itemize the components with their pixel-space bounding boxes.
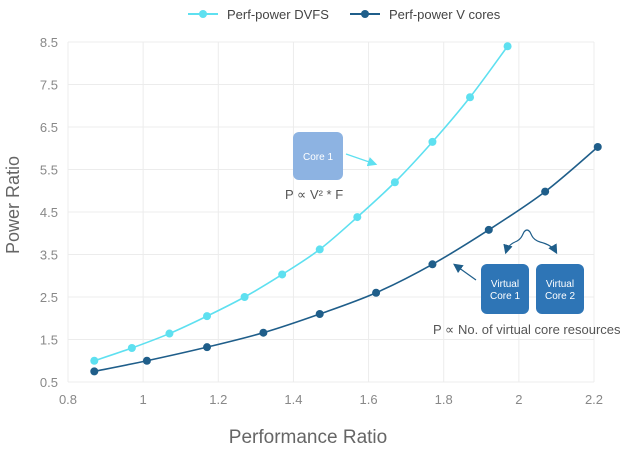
data-point-dvfs [278,270,287,279]
virtual-cores-brace [514,229,541,243]
data-point-vcores [428,260,437,269]
core-1-label: Core 1 [303,152,333,163]
core-arrow [345,153,378,167]
y-tick-label: 5.5 [40,163,58,178]
brace-arrow-right [539,241,558,255]
series-line-vcores [94,146,599,373]
legend-marker-dvfs [199,10,207,18]
data-point-dvfs [353,213,362,222]
data-point-dvfs [127,344,136,352]
x-axis-ticks: 0.8 1 1.2 1.4 1.6 1.8 2 2.2 [59,392,603,407]
data-point-vcores [203,343,212,352]
data-point-dvfs [90,356,99,365]
series-layer [90,42,602,376]
y-tick-label: 8.5 [40,35,58,50]
x-tick-label: 2 [515,392,522,407]
data-point-dvfs [390,178,399,187]
legend-label-vcores: Perf-power V cores [389,7,501,22]
data-point-vcores [259,328,268,337]
data-point-dvfs [203,312,212,321]
brace-arrow-left [503,241,516,255]
virtual-core-2-line2: Core 2 [545,291,575,302]
data-point-vcores [372,288,381,297]
data-point-dvfs [315,245,324,254]
x-tick-label: 1 [140,392,147,407]
core-annotation: Core 1 P ∝ V² * F [285,132,378,202]
data-point-vcores [541,187,550,196]
x-tick-label: 1.8 [435,392,453,407]
y-axis-title: Power Ratio [3,156,23,254]
x-axis-title: Performance Ratio [229,427,387,448]
formula-dvfs: P ∝ V² * F [285,187,343,202]
legend-label-dvfs: Perf-power DVFS [227,7,329,22]
virtual-cores-arrow [453,263,477,281]
y-tick-label: 1.5 [40,333,58,348]
data-point-dvfs [165,329,174,338]
x-tick-label: 1.2 [209,392,227,407]
legend: Perf-power DVFS Perf-power V cores [188,7,501,22]
formula-vcores: P ∝ No. of virtual core resources [433,322,620,337]
data-point-vcores [593,142,602,151]
core-1-box [293,132,343,180]
data-point-dvfs [428,137,437,146]
virtual-core-1-line2: Core 1 [490,291,520,302]
data-point-vcores [315,310,324,318]
virtual-core-2-box [536,264,584,314]
y-tick-label: 0.5 [40,375,58,390]
series-line-dvfs [94,45,509,362]
data-point-vcores [90,367,99,376]
data-point-vcores [142,356,151,365]
virtual-core-1-line1: Virtual [491,279,519,290]
y-tick-label: 4.5 [40,205,58,220]
y-axis-ticks: 0.5 1.5 2.5 3.5 4.5 5.5 6.5 7.5 8.5 [40,35,58,390]
data-point-dvfs [466,93,475,102]
x-tick-label: 1.4 [284,392,302,407]
y-tick-label: 7.5 [40,78,58,93]
x-tick-label: 2.2 [585,392,603,407]
x-tick-label: 0.8 [59,392,77,407]
y-tick-label: 6.5 [40,120,58,135]
data-point-dvfs [240,293,249,301]
y-tick-label: 3.5 [40,248,58,263]
legend-marker-vcores [361,10,369,18]
x-tick-label: 1.6 [360,392,378,407]
data-point-vcores [484,225,493,234]
virtual-core-1-box [481,264,529,314]
data-point-dvfs [503,42,512,51]
y-tick-label: 2.5 [40,290,58,305]
virtual-core-2-line1: Virtual [546,279,574,290]
virtual-cores-annotation: Virtual Core 1 Virtual Core 2 P ∝ No. of… [433,229,620,337]
